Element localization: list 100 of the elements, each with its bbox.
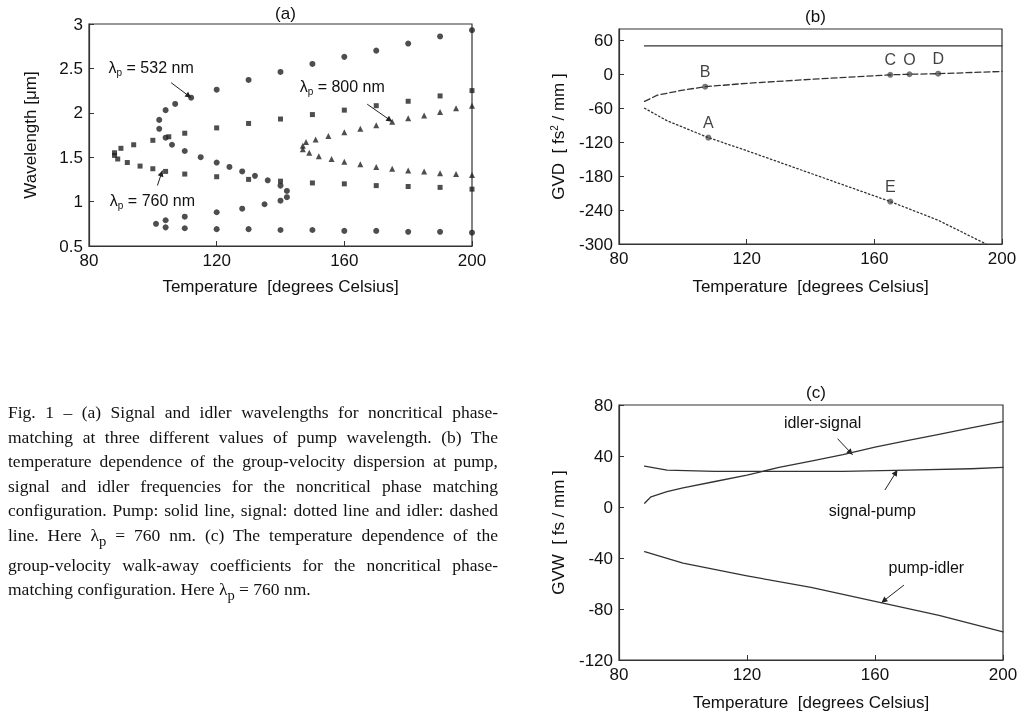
point <box>437 108 444 115</box>
point <box>453 171 460 178</box>
point <box>389 118 396 125</box>
point <box>166 134 172 140</box>
point <box>405 40 412 47</box>
x-tick-label: 160 <box>860 665 890 684</box>
point <box>156 116 163 123</box>
point <box>405 98 411 104</box>
point <box>150 137 156 143</box>
y-tick-label: 40 <box>594 446 613 466</box>
point <box>214 174 220 180</box>
x-tick-label: 200 <box>987 249 1017 268</box>
annotation: pump-idler <box>888 559 965 577</box>
point <box>156 125 163 132</box>
y-tick-label: 0 <box>603 497 613 517</box>
point <box>181 225 188 232</box>
point <box>341 181 347 187</box>
x-tick-label: 200 <box>988 665 1018 684</box>
point <box>437 228 444 235</box>
point <box>309 227 316 234</box>
point <box>405 184 411 189</box>
point <box>373 227 380 234</box>
point <box>214 125 220 131</box>
point <box>469 186 475 192</box>
point <box>469 88 475 94</box>
chart-title: (c) <box>806 383 826 402</box>
point <box>328 155 335 162</box>
y-tick-label: -80 <box>588 599 613 619</box>
point <box>153 220 160 227</box>
y-tick-label: -60 <box>588 98 613 118</box>
point <box>341 227 348 234</box>
point <box>437 33 444 40</box>
point <box>162 224 169 231</box>
point <box>309 180 315 186</box>
y-axis-title: GVD [ fs2 / mm ] <box>548 73 568 200</box>
point <box>261 201 268 208</box>
point <box>197 154 204 161</box>
point <box>162 217 169 224</box>
point <box>325 132 332 139</box>
point <box>469 102 475 109</box>
point <box>469 171 475 178</box>
y-tick-label: 80 <box>594 395 613 415</box>
x-axis-title: Temperature [degrees Celsius] <box>692 277 929 296</box>
annotation: signal-pump <box>828 501 917 519</box>
point <box>163 168 169 174</box>
point <box>181 147 188 154</box>
point <box>245 76 252 83</box>
point <box>437 170 444 177</box>
x-tick-label: 200 <box>457 251 487 270</box>
point <box>373 103 379 109</box>
x-tick-label: 160 <box>330 251 359 270</box>
y-tick-label: -180 <box>578 166 613 186</box>
point <box>278 178 283 184</box>
point <box>213 86 220 93</box>
y-tick-label: 0 <box>603 64 613 84</box>
y-tick-label: 1 <box>73 192 83 212</box>
point <box>469 229 475 236</box>
x-tick-label: 120 <box>732 249 761 268</box>
point <box>264 177 271 184</box>
point <box>182 130 188 136</box>
point <box>341 53 348 60</box>
point <box>245 226 252 233</box>
point <box>168 141 175 148</box>
x-axis-title: Temperature [degrees Celsius] <box>692 693 930 712</box>
point <box>341 107 347 113</box>
point <box>181 213 188 220</box>
point <box>162 107 169 114</box>
chart-title: (a) <box>275 4 296 23</box>
point <box>137 163 143 169</box>
point <box>306 149 313 156</box>
y-tick-label: -40 <box>588 548 613 568</box>
point <box>239 168 246 175</box>
point <box>239 205 246 212</box>
point <box>341 158 348 165</box>
chart-title: (b) <box>805 7 826 26</box>
point <box>246 176 252 182</box>
y-tick-label: 3 <box>73 14 83 34</box>
point <box>226 163 233 170</box>
point <box>373 163 380 170</box>
point <box>124 160 130 166</box>
x-tick-label: 120 <box>732 665 762 684</box>
y-axis-title: GVW [ fs / mm ] <box>549 470 568 595</box>
point <box>182 171 188 177</box>
point <box>373 47 380 54</box>
point <box>469 27 475 34</box>
y-axis-title: Wavelength [μm] <box>21 71 40 199</box>
point <box>251 172 258 179</box>
point <box>213 209 220 216</box>
y-tick-label: 2.5 <box>59 58 83 78</box>
annotation: idler-signal <box>783 414 862 432</box>
point <box>172 100 179 107</box>
point <box>405 228 412 235</box>
point <box>373 183 379 189</box>
point <box>278 116 283 122</box>
point <box>299 142 306 149</box>
data-label: A <box>703 114 715 132</box>
point <box>437 93 443 99</box>
point <box>405 167 412 174</box>
point <box>246 120 252 126</box>
data-label: E <box>884 178 896 196</box>
